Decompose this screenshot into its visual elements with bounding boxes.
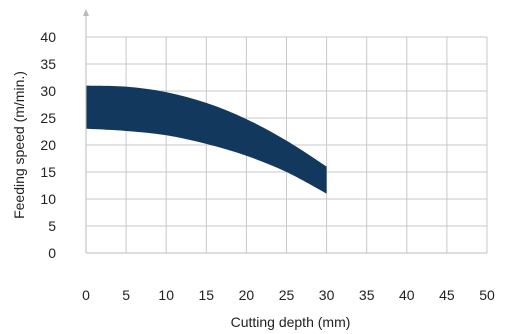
x-tick-label: 15 <box>199 287 215 303</box>
x-tick-label: 0 <box>82 287 90 303</box>
y-axis-label: Feeding speed (m/min.) <box>11 71 27 219</box>
y-tick-label: 10 <box>40 191 56 207</box>
y-tick-labels: 0 5 10 15 20 25 30 35 40 <box>40 29 56 261</box>
y-tick-label: 20 <box>40 137 56 153</box>
y-tick-label: 30 <box>40 83 56 99</box>
y-tick-label: 5 <box>48 218 56 234</box>
x-tick-label: 10 <box>158 287 174 303</box>
y-tick-label: 15 <box>40 164 56 180</box>
x-tick-label: 45 <box>439 287 455 303</box>
x-tick-label: 35 <box>359 287 375 303</box>
x-tick-labels: 0 5 10 15 20 25 30 35 40 45 50 <box>82 287 495 303</box>
feeding-speed-band <box>86 85 327 194</box>
x-tick-label: 20 <box>239 287 255 303</box>
y-tick-label: 40 <box>40 29 56 45</box>
x-tick-label: 40 <box>399 287 415 303</box>
y-axis-arrow-icon <box>83 9 89 16</box>
x-tick-label: 5 <box>122 287 130 303</box>
y-tick-label: 35 <box>40 56 56 72</box>
x-tick-label: 50 <box>479 287 495 303</box>
x-tick-label: 30 <box>319 287 335 303</box>
band-layer <box>86 85 327 194</box>
y-tick-label: 0 <box>48 245 56 261</box>
y-tick-label: 25 <box>40 110 56 126</box>
x-tick-label: 25 <box>279 287 295 303</box>
x-axis-label: Cutting depth (mm) <box>231 314 351 330</box>
axes <box>83 9 487 254</box>
